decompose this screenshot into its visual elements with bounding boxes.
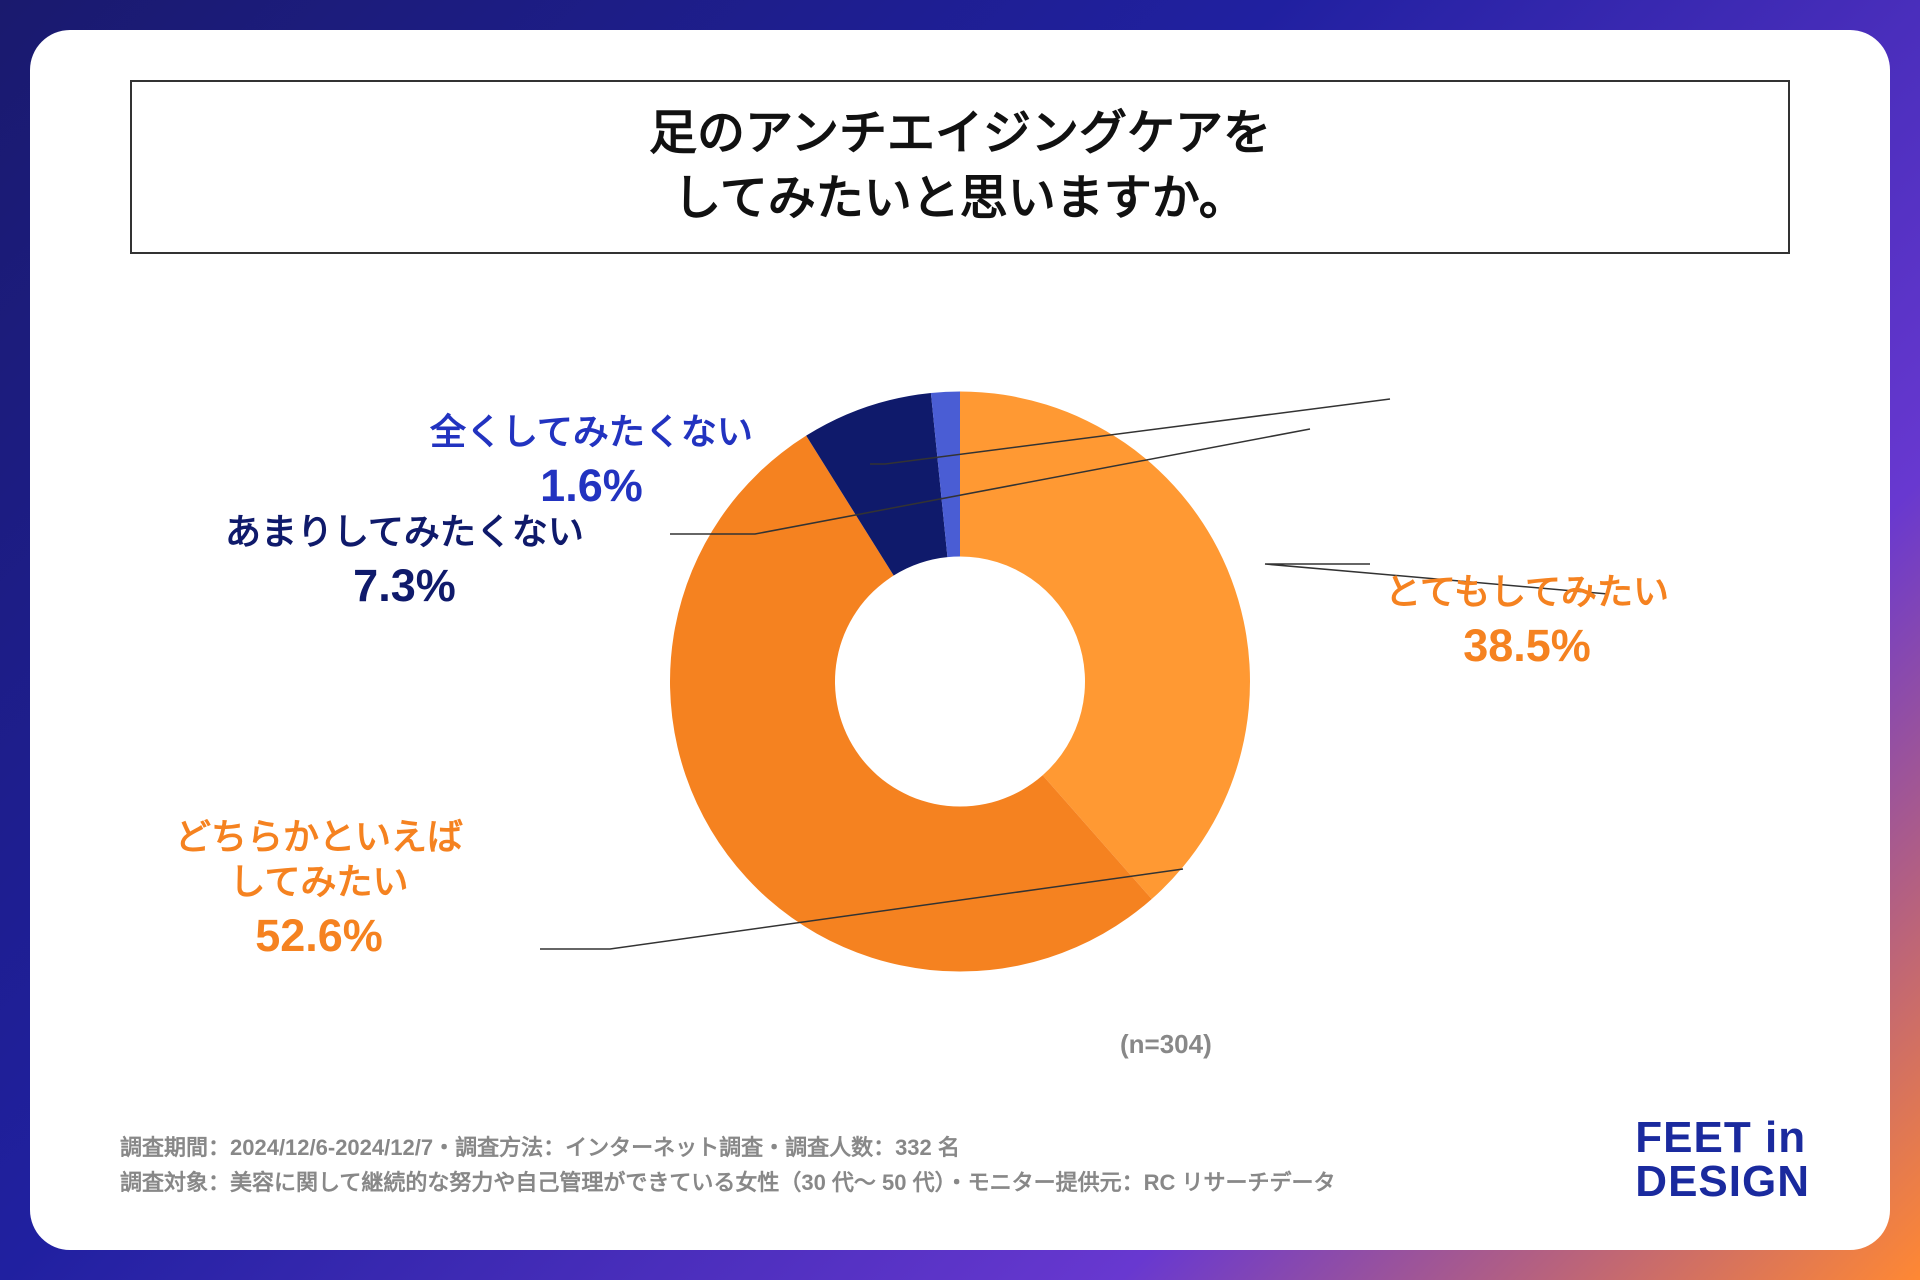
slice-label-pct: 52.6% bbox=[175, 908, 463, 964]
slice-label-2: あまりしてみたくない7.3% bbox=[225, 509, 584, 614]
slice-label-1: どちらかといえばしてみたい52.6% bbox=[175, 814, 463, 964]
slice-label-0: とてもしてみたい38.5% bbox=[1385, 569, 1669, 674]
chart-area: とてもしてみたい38.5% どちらかといえばしてみたい52.6% あまりしてみたくな… bbox=[110, 274, 1810, 1094]
slice-label-pct: 1.6% bbox=[430, 458, 753, 514]
slice-label-text: どちらかといえば bbox=[175, 814, 463, 859]
slice-label-text: とてもしてみたい bbox=[1385, 569, 1669, 614]
card: 足のアンチエイジングケアを してみたいと思いますか。 とてもしてみたい38.5%… bbox=[30, 30, 1890, 1250]
slice-label-text: あまりしてみたくない bbox=[225, 509, 584, 554]
title-line-2: してみたいと思いますか。 bbox=[172, 167, 1748, 232]
slice-label-text: してみたい bbox=[175, 859, 463, 904]
slice-label-pct: 7.3% bbox=[225, 558, 584, 614]
slice-label-pct: 38.5% bbox=[1385, 618, 1669, 674]
slice-label-3: 全くしてみたくない1.6% bbox=[430, 409, 753, 514]
slice-label-text: 全くしてみたくない bbox=[430, 409, 753, 454]
sample-size-note: (n=304) bbox=[1120, 1029, 1212, 1060]
brand-line-2: DESIGN bbox=[1635, 1160, 1810, 1204]
title-line-1: 足のアンチエイジングケアを bbox=[172, 102, 1748, 167]
footer-note: 調査期間：2024/12/6-2024/12/7・調査方法：インターネット調査・… bbox=[120, 1130, 1336, 1200]
footer-line-2: 調査対象：美容に関して継続的な努力や自己管理ができている女性（30 代〜 50 … bbox=[120, 1165, 1336, 1200]
brand-logo: FEET in DESIGN bbox=[1635, 1116, 1810, 1204]
footer-line-1: 調査期間：2024/12/6-2024/12/7・調査方法：インターネット調査・… bbox=[120, 1130, 1336, 1165]
donut-chart bbox=[540, 261, 1380, 1106]
brand-line-1: FEET in bbox=[1635, 1116, 1810, 1160]
donut-svg bbox=[540, 261, 1380, 1101]
title-box: 足のアンチエイジングケアを してみたいと思いますか。 bbox=[130, 80, 1790, 254]
